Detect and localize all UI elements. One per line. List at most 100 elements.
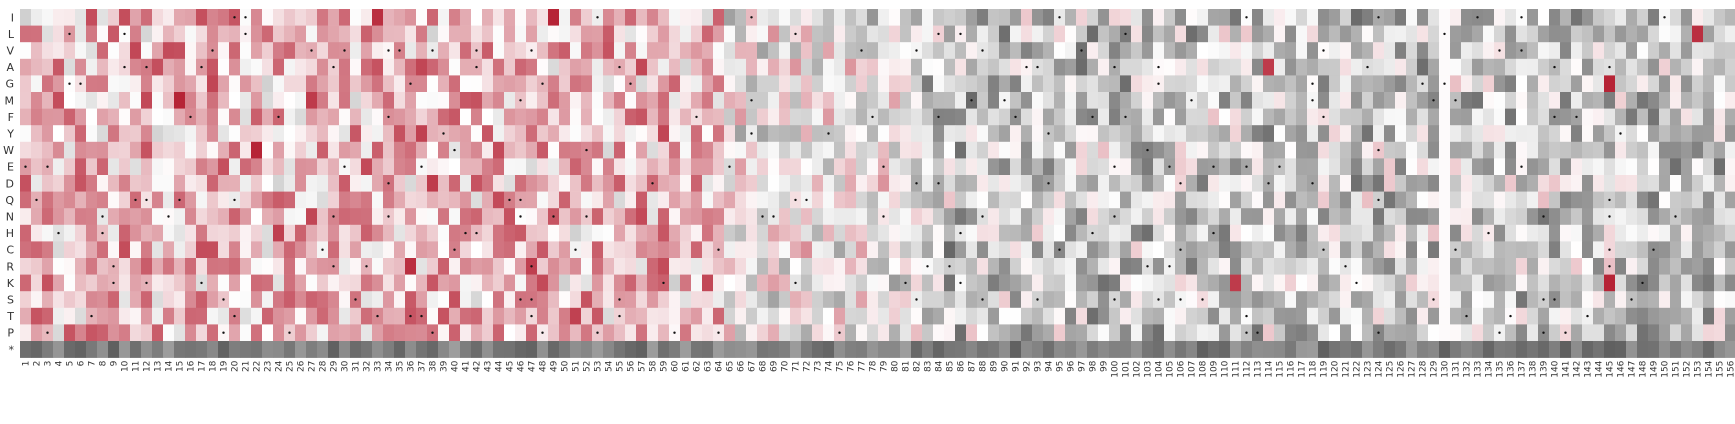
heatmap-cell-F-52 bbox=[581, 108, 593, 126]
heatmap-cell-T-95 bbox=[1054, 307, 1066, 325]
reference-dot bbox=[1564, 331, 1567, 334]
heatmap-cell-A-91 bbox=[1010, 58, 1022, 76]
heatmap-cell-C-36 bbox=[405, 241, 417, 259]
heatmap-cell-H-64 bbox=[713, 224, 725, 242]
heatmap-cell-H-43 bbox=[482, 224, 494, 242]
column-label-151: 151 bbox=[1672, 361, 1682, 378]
heatmap-cell-F-30 bbox=[339, 108, 351, 126]
heatmap-cell-*-34 bbox=[383, 341, 395, 358]
heatmap-cell-Q-65 bbox=[724, 191, 736, 209]
heatmap-cell-Q-41 bbox=[460, 191, 472, 209]
heatmap-cell-Y-86 bbox=[955, 125, 967, 143]
heatmap-cell-K-54 bbox=[603, 274, 615, 292]
heatmap-cell-L-9 bbox=[108, 25, 120, 43]
heatmap-cell-M-112 bbox=[1241, 92, 1253, 109]
column-label-51: 51 bbox=[572, 361, 582, 372]
heatmap-cell-*-56 bbox=[625, 341, 637, 358]
heatmap-cell-E-7 bbox=[86, 158, 98, 176]
heatmap-cell-Y-98 bbox=[1087, 125, 1099, 143]
heatmap-cell-W-132 bbox=[1461, 141, 1473, 159]
heatmap-cell-D-33 bbox=[372, 175, 384, 192]
heatmap-cell-V-54 bbox=[603, 42, 615, 60]
heatmap-cell-N-99 bbox=[1098, 208, 1110, 226]
heatmap-cell-R-16 bbox=[185, 258, 197, 275]
heatmap-cell-M-28 bbox=[317, 92, 329, 109]
heatmap-cell-Y-5 bbox=[64, 125, 76, 143]
heatmap-cell-H-154 bbox=[1703, 224, 1715, 242]
reference-dot bbox=[420, 165, 423, 168]
heatmap-cell-V-156 bbox=[1725, 42, 1735, 60]
heatmap-cell-M-9 bbox=[108, 92, 120, 109]
heatmap-cell-L-34 bbox=[383, 25, 395, 43]
heatmap-cell-G-16 bbox=[185, 75, 197, 93]
heatmap-cell-K-8 bbox=[97, 274, 109, 292]
heatmap-cell-H-97 bbox=[1076, 224, 1088, 242]
heatmap-cell-M-108 bbox=[1197, 92, 1209, 109]
heatmap-cell-N-17 bbox=[196, 208, 208, 226]
heatmap-cell-W-24 bbox=[273, 141, 285, 159]
heatmap-cell-T-138 bbox=[1527, 307, 1539, 325]
heatmap-cell-F-13 bbox=[152, 108, 164, 126]
heatmap-cell-D-68 bbox=[757, 175, 769, 192]
heatmap-cell-K-140 bbox=[1549, 274, 1561, 292]
heatmap-cell-N-144 bbox=[1593, 208, 1605, 226]
heatmap-cell-P-58 bbox=[647, 324, 659, 342]
heatmap-cell-G-74 bbox=[823, 75, 835, 93]
heatmap-cell-E-63 bbox=[702, 158, 714, 176]
heatmap-cell-N-131 bbox=[1450, 208, 1462, 226]
heatmap-cell-L-42 bbox=[471, 25, 483, 43]
heatmap-cell-*-26 bbox=[295, 341, 307, 358]
heatmap-cell-G-45 bbox=[504, 75, 516, 93]
heatmap-cell-W-35 bbox=[394, 141, 406, 159]
heatmap-cell-*-91 bbox=[1010, 341, 1022, 358]
heatmap-cell-Q-136 bbox=[1505, 191, 1517, 209]
heatmap-cell-C-141 bbox=[1560, 241, 1572, 259]
heatmap-cell-*-1 bbox=[20, 341, 32, 358]
heatmap-cell-C-116 bbox=[1285, 241, 1297, 259]
heatmap-cell-M-62 bbox=[691, 92, 703, 109]
heatmap-cell-Y-28 bbox=[317, 125, 329, 143]
heatmap-cell-L-153 bbox=[1692, 25, 1704, 43]
heatmap-cell-*-8 bbox=[97, 341, 109, 358]
heatmap-cell-V-125 bbox=[1384, 42, 1396, 60]
heatmap-cell-K-38 bbox=[427, 274, 439, 292]
heatmap-cell-*-139 bbox=[1538, 341, 1550, 358]
heatmap-cell-N-115 bbox=[1274, 208, 1286, 226]
heatmap-cell-S-107 bbox=[1186, 291, 1198, 309]
heatmap-cell-H-44 bbox=[493, 224, 505, 242]
heatmap-cell-D-65 bbox=[724, 175, 736, 192]
heatmap-cell-N-89 bbox=[988, 208, 1000, 226]
heatmap-cell-E-103 bbox=[1142, 158, 1154, 176]
heatmap-cell-R-58 bbox=[647, 258, 659, 275]
heatmap-cell-T-6 bbox=[75, 307, 87, 325]
heatmap-cell-L-22 bbox=[251, 25, 263, 43]
row-label-A: A bbox=[6, 61, 14, 74]
heatmap-cell-D-127 bbox=[1406, 175, 1418, 192]
heatmap-cell-V-36 bbox=[405, 42, 417, 60]
heatmap-cell-K-60 bbox=[669, 274, 681, 292]
heatmap-cell-Q-42 bbox=[471, 191, 483, 209]
heatmap-cell-G-40 bbox=[449, 75, 461, 93]
heatmap-cell-F-20 bbox=[229, 108, 241, 126]
heatmap-cell-Y-91 bbox=[1010, 125, 1022, 143]
heatmap-cell-A-67 bbox=[746, 58, 758, 76]
heatmap-cell-E-55 bbox=[614, 158, 626, 176]
heatmap-cell-P-12 bbox=[141, 324, 153, 342]
reference-dot bbox=[937, 32, 940, 36]
heatmap-cell-F-131 bbox=[1450, 108, 1462, 126]
heatmap-cell-W-9 bbox=[108, 141, 120, 159]
column-label-64: 64 bbox=[715, 360, 725, 372]
heatmap-cell-F-134 bbox=[1483, 108, 1495, 126]
reference-dot bbox=[585, 215, 588, 218]
heatmap-cell-R-99 bbox=[1098, 258, 1110, 275]
column-label-72: 72 bbox=[803, 361, 813, 372]
heatmap-cell-F-12 bbox=[141, 108, 153, 126]
column-label-104: 104 bbox=[1155, 360, 1165, 377]
heatmap-cell-F-95 bbox=[1054, 108, 1066, 126]
heatmap-cell-Y-107 bbox=[1186, 125, 1198, 143]
heatmap-cell-*-155 bbox=[1714, 341, 1726, 358]
heatmap-cell-S-152 bbox=[1681, 291, 1693, 309]
reference-dot bbox=[1245, 331, 1248, 334]
heatmap-cell-H-73 bbox=[812, 224, 824, 242]
